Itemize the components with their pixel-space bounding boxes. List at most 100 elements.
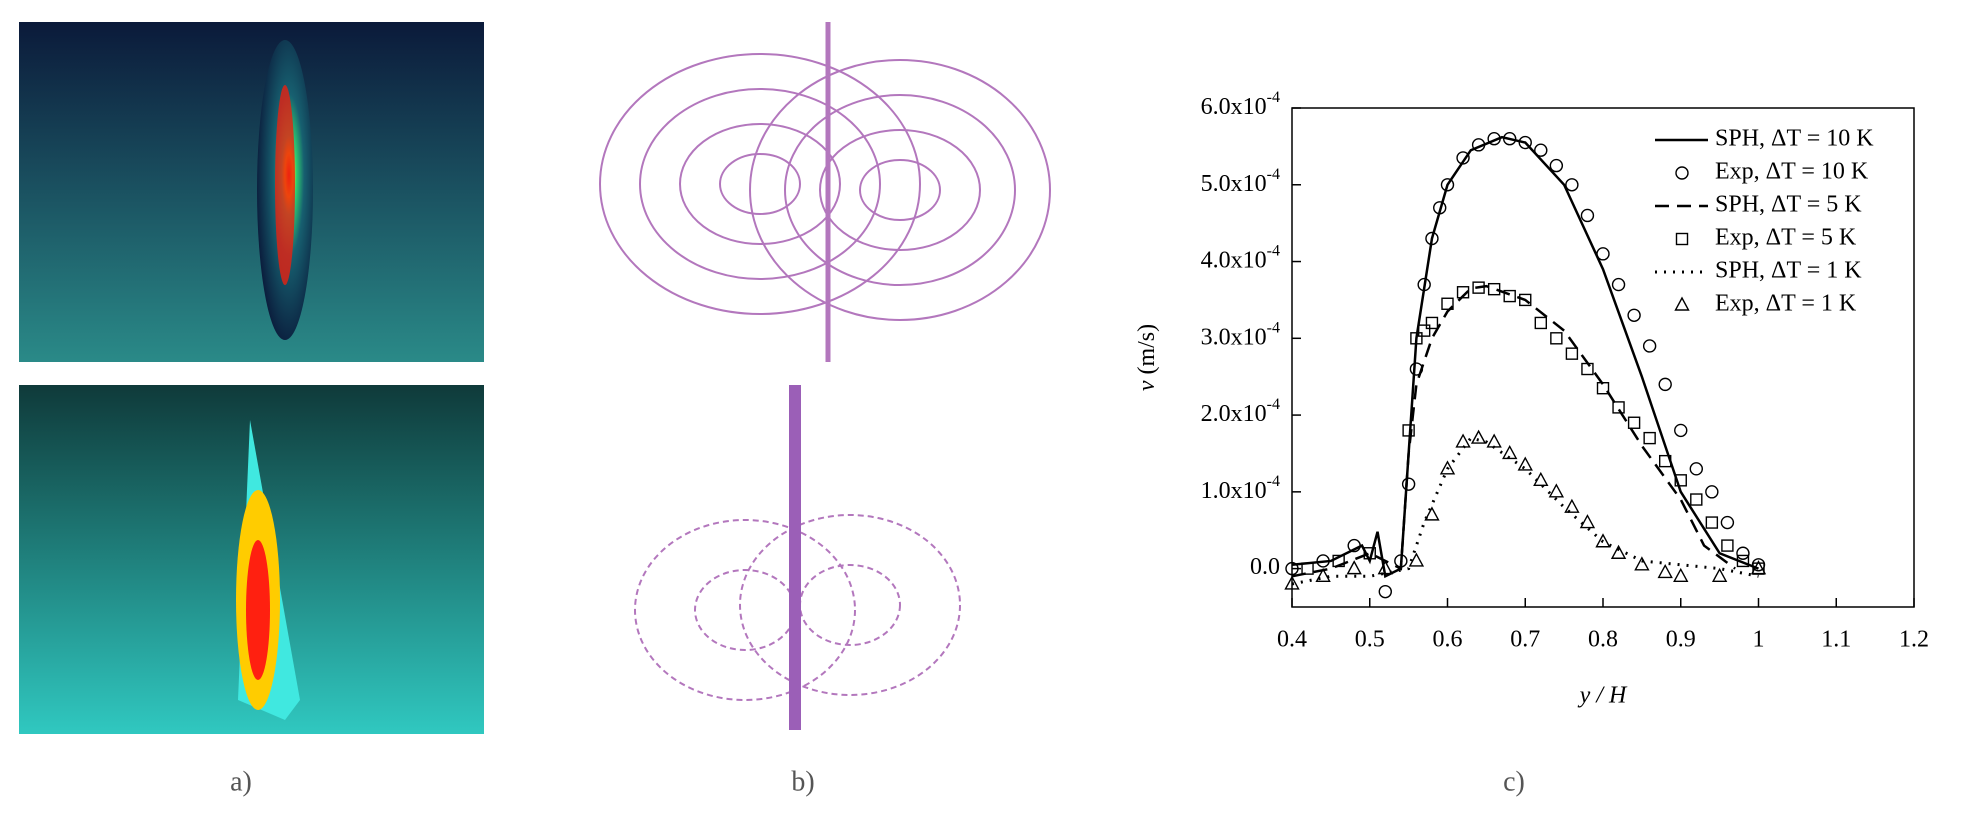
x-tick-label: 1 bbox=[1753, 627, 1765, 653]
marker bbox=[1549, 158, 1564, 173]
panel-label: c) bbox=[1503, 766, 1525, 797]
marker bbox=[1627, 416, 1641, 429]
x-tick-label: 0.7 bbox=[1510, 627, 1540, 653]
marker bbox=[1315, 567, 1331, 582]
legend-label: SPH, ΔT = 5 K bbox=[1715, 192, 1862, 218]
marker bbox=[1674, 423, 1688, 438]
marker bbox=[1402, 424, 1415, 437]
marker bbox=[1705, 485, 1719, 499]
marker bbox=[1673, 567, 1689, 582]
marker bbox=[1634, 556, 1650, 571]
marker bbox=[1705, 516, 1719, 529]
marker bbox=[1518, 135, 1532, 150]
y-axis-label: v (m/s) bbox=[1134, 324, 1160, 391]
marker bbox=[1456, 286, 1470, 299]
marker bbox=[1627, 308, 1641, 322]
y-tick-label: 4.0x10-4 bbox=[1201, 242, 1280, 273]
marker bbox=[1581, 362, 1594, 376]
panel-b-images bbox=[563, 22, 1051, 730]
marker bbox=[1517, 456, 1533, 471]
panel-label: a) bbox=[230, 766, 252, 797]
marker bbox=[1612, 401, 1625, 414]
legend-marker bbox=[1675, 166, 1689, 180]
marker bbox=[1417, 324, 1431, 337]
panel-a-images bbox=[19, 22, 484, 734]
y-tick-label: 0.0 bbox=[1250, 554, 1280, 580]
marker bbox=[1565, 178, 1579, 192]
marker bbox=[1455, 433, 1471, 448]
marker bbox=[1674, 474, 1687, 487]
marker bbox=[1316, 554, 1330, 568]
marker bbox=[1736, 554, 1750, 568]
legend-label: Exp, ΔT = 1 K bbox=[1715, 291, 1857, 317]
marker bbox=[1610, 544, 1627, 559]
marker bbox=[1611, 277, 1626, 292]
marker bbox=[1596, 247, 1610, 261]
x-axis-label: y / H bbox=[1578, 683, 1628, 709]
marker bbox=[1595, 533, 1611, 548]
marker bbox=[1534, 143, 1548, 157]
marker bbox=[1332, 554, 1345, 568]
marker bbox=[1425, 231, 1439, 246]
marker bbox=[1502, 132, 1517, 146]
marker bbox=[1550, 332, 1563, 345]
marker bbox=[1689, 462, 1704, 476]
marker bbox=[1750, 560, 1767, 575]
marker bbox=[1502, 444, 1518, 460]
marker bbox=[1456, 151, 1470, 165]
marker bbox=[1401, 477, 1416, 491]
marker bbox=[1433, 201, 1447, 215]
marker bbox=[1721, 539, 1734, 552]
legend-marker bbox=[1674, 296, 1690, 311]
marker bbox=[1711, 567, 1728, 582]
marker bbox=[1720, 515, 1735, 530]
marker bbox=[1690, 493, 1703, 506]
marker bbox=[1346, 560, 1362, 575]
series-line bbox=[1291, 436, 1759, 586]
y-tick-label: 2.0x10-4 bbox=[1201, 396, 1280, 427]
marker bbox=[1580, 208, 1595, 223]
panel-label: b) bbox=[791, 766, 814, 797]
y-tick-label: 3.0x10-4 bbox=[1201, 319, 1280, 350]
marker bbox=[1417, 277, 1431, 292]
marker bbox=[1439, 460, 1456, 475]
marker bbox=[1565, 347, 1579, 360]
marker bbox=[1643, 431, 1656, 445]
marker bbox=[1470, 429, 1487, 444]
legend-label: SPH, ΔT = 10 K bbox=[1715, 126, 1874, 152]
legend-marker bbox=[1675, 232, 1689, 246]
x-tick-label: 0.4 bbox=[1277, 627, 1307, 653]
marker bbox=[1658, 377, 1672, 392]
x-tick-label: 0.6 bbox=[1433, 627, 1463, 653]
marker bbox=[1596, 382, 1610, 395]
marker bbox=[1519, 293, 1532, 307]
marker bbox=[1408, 552, 1425, 567]
marker bbox=[1425, 316, 1439, 330]
marker bbox=[1487, 132, 1501, 146]
marker bbox=[1424, 506, 1440, 521]
marker bbox=[1378, 584, 1393, 599]
marker bbox=[1548, 483, 1565, 498]
x-tick-label: 0.8 bbox=[1588, 627, 1618, 653]
marker bbox=[1377, 560, 1393, 575]
legend-label: Exp, ΔT = 5 K bbox=[1715, 225, 1857, 251]
marker bbox=[1410, 332, 1423, 345]
marker bbox=[1363, 547, 1376, 560]
marker bbox=[1284, 575, 1300, 590]
marker bbox=[1736, 546, 1750, 560]
y-tick-label: 6.0x10-4 bbox=[1201, 89, 1280, 120]
marker bbox=[1657, 563, 1673, 579]
series-line bbox=[1291, 284, 1736, 578]
marker bbox=[1503, 289, 1516, 303]
x-tick-label: 0.9 bbox=[1666, 627, 1696, 653]
x-tick-label: 0.5 bbox=[1355, 627, 1385, 653]
x-tick-label: 1.1 bbox=[1821, 627, 1851, 653]
marker bbox=[1487, 282, 1501, 296]
marker bbox=[1441, 297, 1454, 310]
x-tick-label: 1.2 bbox=[1899, 627, 1929, 653]
legend-label: SPH, ΔT = 1 K bbox=[1715, 258, 1862, 284]
marker bbox=[1486, 433, 1502, 448]
marker bbox=[1440, 178, 1455, 192]
